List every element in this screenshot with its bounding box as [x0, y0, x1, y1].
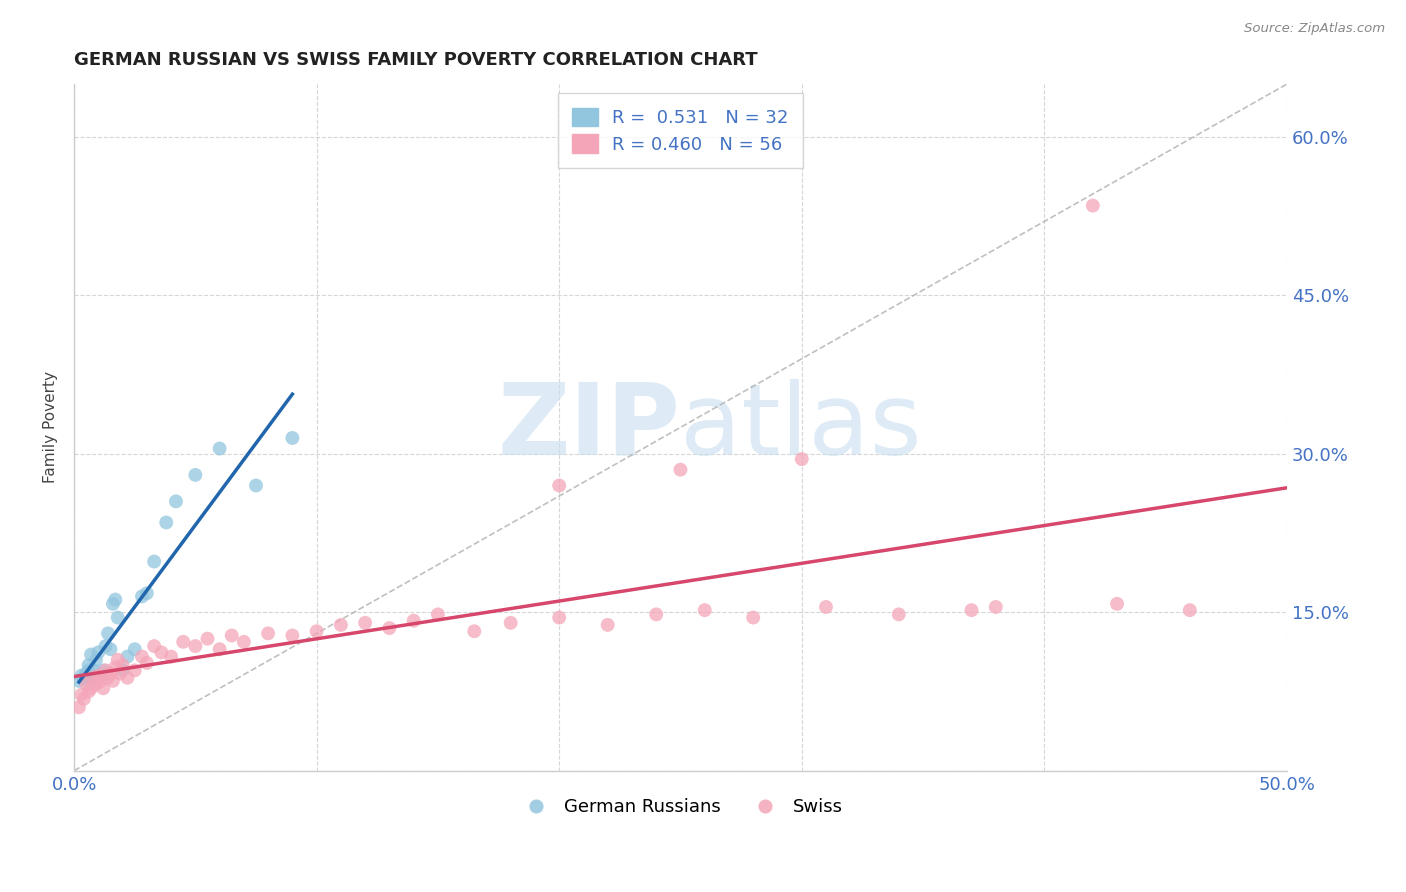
Point [281, 628, 304, 642]
Text: ZIP: ZIP [498, 379, 681, 476]
Point [172, 635, 194, 649]
Point [165, 494, 187, 508]
Text: Source: ZipAtlas.com: Source: ZipAtlas.com [1244, 22, 1385, 36]
Point [82, 664, 104, 678]
Point [94, 639, 117, 653]
Point [499, 615, 522, 630]
Point [814, 599, 837, 614]
Point [197, 632, 219, 646]
Point [693, 603, 716, 617]
Point [143, 639, 166, 653]
Point [117, 649, 139, 664]
Point [97, 626, 120, 640]
Point [107, 610, 129, 624]
Point [155, 516, 177, 530]
Y-axis label: Family Poverty: Family Poverty [44, 371, 58, 483]
Point [548, 478, 571, 492]
Point [160, 649, 183, 664]
Point [73, 691, 96, 706]
Point [143, 555, 166, 569]
Point [80, 648, 103, 662]
Text: atlas: atlas [681, 379, 922, 476]
Point [645, 607, 668, 622]
Point [463, 624, 485, 639]
Point [742, 610, 765, 624]
Legend: German Russians, Swiss: German Russians, Swiss [512, 791, 849, 823]
Point [101, 597, 124, 611]
Point [984, 599, 1007, 614]
Point [1178, 603, 1201, 617]
Text: GERMAN RUSSIAN VS SWISS FAMILY POVERTY CORRELATION CHART: GERMAN RUSSIAN VS SWISS FAMILY POVERTY C… [75, 51, 758, 69]
Point [184, 467, 207, 482]
Point [1081, 198, 1104, 212]
Point [77, 664, 100, 678]
Point [378, 621, 401, 635]
Point [67, 700, 90, 714]
Point [70, 668, 93, 682]
Point [111, 664, 134, 678]
Point [80, 673, 103, 688]
Point [84, 677, 107, 691]
Point [104, 660, 127, 674]
Point [887, 607, 910, 622]
Point [94, 664, 117, 678]
Point [90, 668, 112, 682]
Point [91, 664, 114, 678]
Point [80, 681, 103, 696]
Point [101, 673, 124, 688]
Point [281, 431, 304, 445]
Point [97, 671, 120, 685]
Point [104, 592, 127, 607]
Point [208, 442, 231, 456]
Point [131, 649, 153, 664]
Point [77, 658, 100, 673]
Point [107, 653, 129, 667]
Point [87, 668, 110, 682]
Point [960, 603, 983, 617]
Point [669, 463, 692, 477]
Point [90, 673, 112, 688]
Point [135, 586, 157, 600]
Point [548, 610, 571, 624]
Point [257, 626, 280, 640]
Point [70, 688, 93, 702]
Point [111, 658, 134, 673]
Point [67, 673, 90, 688]
Point [84, 653, 107, 667]
Point [596, 618, 619, 632]
Point [117, 671, 139, 685]
Point [232, 635, 254, 649]
Point [135, 656, 157, 670]
Point [75, 666, 97, 681]
Point [124, 664, 146, 678]
Point [245, 478, 267, 492]
Point [77, 684, 100, 698]
Point [82, 671, 104, 685]
Point [1105, 597, 1128, 611]
Point [354, 615, 377, 630]
Point [87, 645, 110, 659]
Point [150, 645, 173, 659]
Point [73, 671, 96, 685]
Point [208, 642, 231, 657]
Point [100, 642, 122, 657]
Point [100, 666, 122, 681]
Point [790, 452, 813, 467]
Point [108, 666, 131, 681]
Point [91, 681, 114, 696]
Point [426, 607, 449, 622]
Point [184, 639, 207, 653]
Point [221, 628, 243, 642]
Point [82, 671, 104, 685]
Point [131, 590, 153, 604]
Point [402, 614, 425, 628]
Point [305, 624, 328, 639]
Point [75, 677, 97, 691]
Point [124, 642, 146, 657]
Point [329, 618, 352, 632]
